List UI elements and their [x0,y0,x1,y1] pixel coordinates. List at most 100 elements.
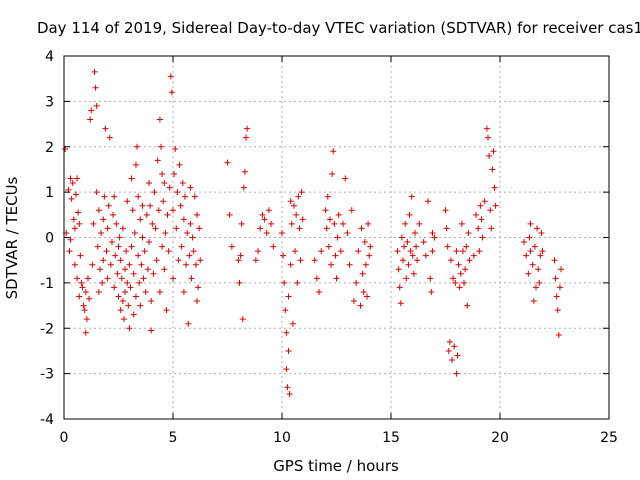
data-point [173,225,180,232]
data-point [226,211,233,218]
data-point [280,252,287,259]
data-point [328,261,335,268]
data-point [130,311,137,318]
data-point [161,180,168,187]
data-point [449,357,456,364]
data-point [353,279,360,286]
x-tick-label: 0 [60,430,69,446]
data-point [153,257,160,264]
data-point [126,261,133,268]
data-point [252,257,259,264]
data-point [335,211,342,218]
data-point [396,284,403,291]
data-point [117,307,124,314]
data-point [75,209,82,216]
data-point [134,143,141,150]
data-point [178,243,185,250]
data-point [122,288,129,295]
data-point [403,275,410,282]
x-tick-label: 10 [273,430,291,446]
data-point [355,248,362,255]
data-point [329,170,336,177]
data-point [284,384,291,391]
data-point [116,234,123,241]
data-point [398,234,405,241]
data-point [481,198,488,205]
data-point [123,248,130,255]
data-point [96,266,103,273]
data-point [443,225,450,232]
data-point [455,261,462,268]
data-point [364,293,371,300]
x-axis-ticks: 0 5 10 15 20 25 [60,56,618,446]
data-point [114,270,121,277]
data-point [160,198,167,205]
data-point [124,198,131,205]
data-point [144,266,151,273]
data-point [86,295,93,302]
data-point [241,168,248,175]
data-point [299,216,306,223]
data-point [119,298,126,305]
data-point [290,202,297,209]
data-point [489,166,496,173]
data-point [491,184,498,191]
data-point [172,146,179,153]
data-point [297,257,304,264]
data-point [397,300,404,307]
data-point [224,159,231,166]
data-point [337,248,344,255]
data-point [283,329,290,336]
data-point [531,243,538,250]
data-point [236,279,243,286]
data-point [420,239,427,246]
data-point [107,261,114,268]
data-point [465,229,472,236]
data-point [78,279,85,286]
data-point [179,180,186,187]
data-point [295,193,302,200]
data-point [92,84,99,91]
data-point [147,202,154,209]
data-point [529,261,536,268]
data-point [527,248,534,255]
data-point [240,184,247,191]
data-point [177,202,184,209]
data-point [532,284,539,291]
data-point [463,243,470,250]
data-point [475,225,482,232]
y-tick-label: -2 [40,321,54,337]
data-point [330,148,337,155]
data-point [110,211,117,218]
y-tick-label: 2 [45,140,54,156]
data-point [348,207,355,214]
data-point [525,270,532,277]
data-point [70,216,77,223]
data-point [311,257,318,264]
data-point [165,248,172,255]
data-point [534,225,541,232]
data-point [125,302,132,309]
data-point [168,89,175,96]
data-point [113,220,120,227]
data-point [285,293,292,300]
data-point [156,116,163,123]
data-point [255,248,262,255]
data-point [292,248,299,255]
data-point [322,207,329,214]
data-point [357,302,364,309]
data-point [187,184,194,191]
data-point [72,191,79,198]
data-point [268,220,275,227]
data-point [150,270,157,277]
data-point [131,229,138,236]
data-point [235,257,242,264]
data-point [263,229,270,236]
data-point [119,225,126,232]
data-point [183,261,190,268]
data-point [124,279,131,286]
data-point [429,248,436,255]
data-point [551,257,558,264]
data-point [193,298,200,305]
data-point [93,189,100,196]
